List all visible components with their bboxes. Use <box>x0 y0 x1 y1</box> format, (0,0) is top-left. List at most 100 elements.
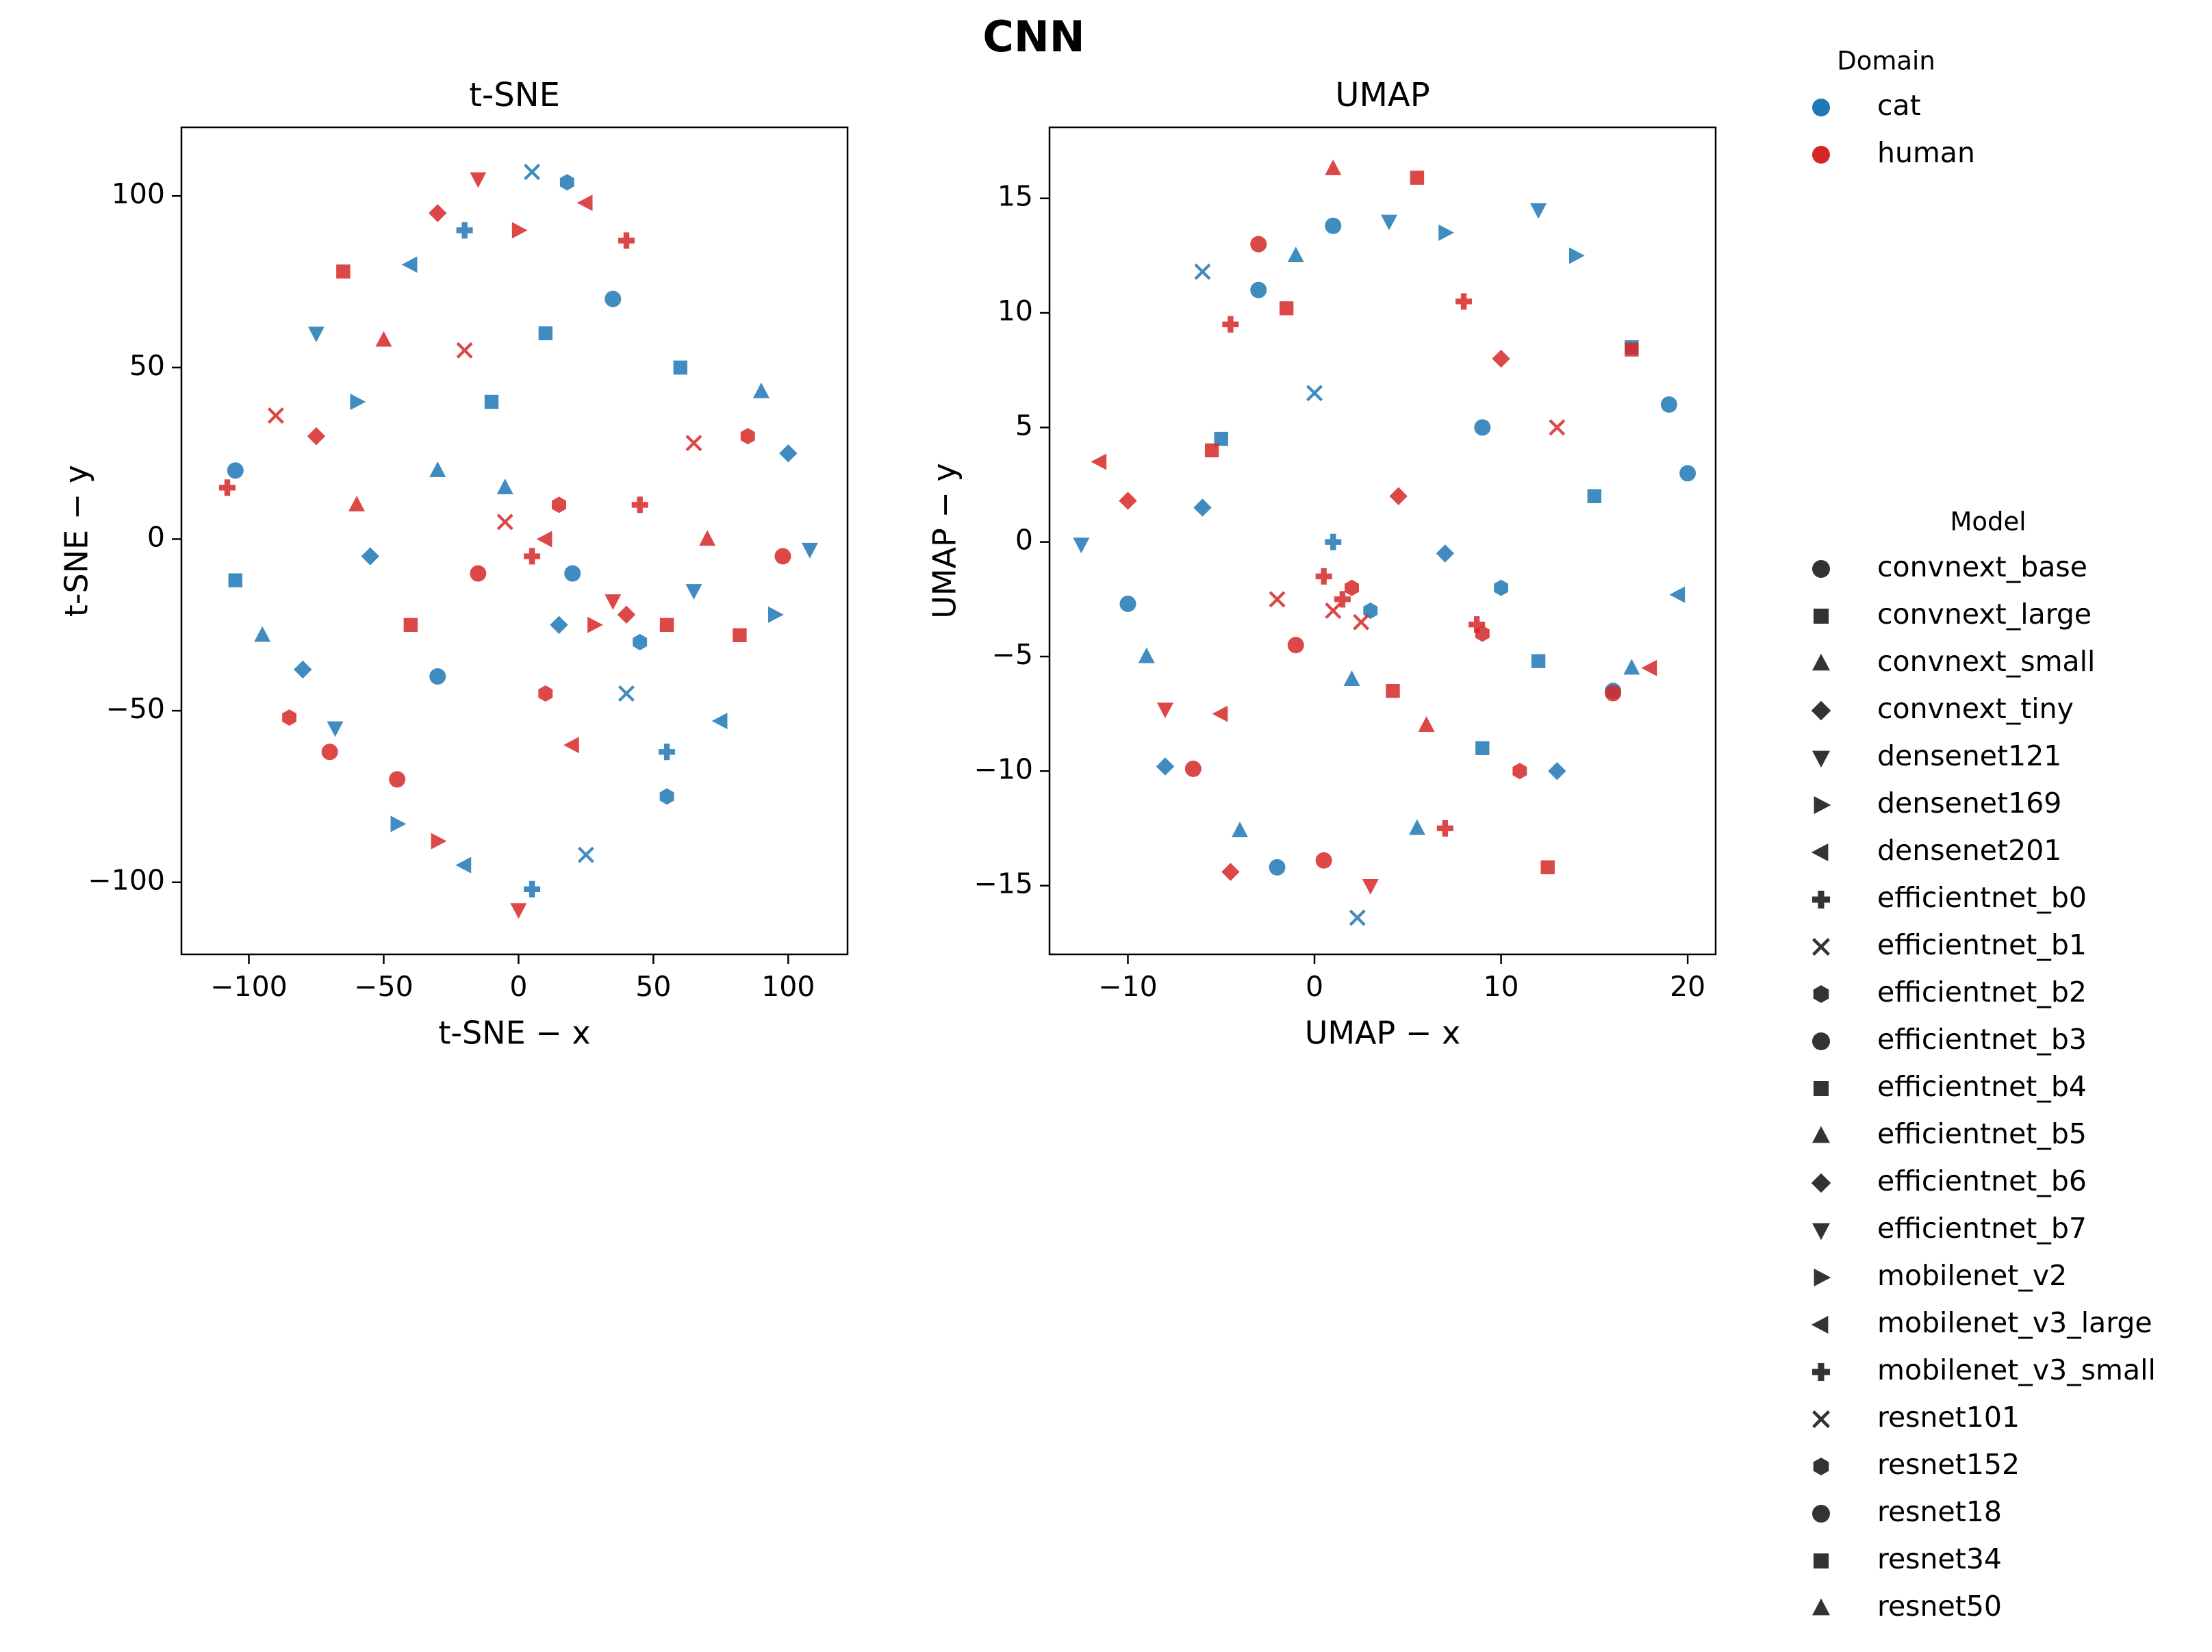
point <box>659 788 674 805</box>
point <box>336 264 351 279</box>
point <box>659 618 674 633</box>
point <box>227 462 244 479</box>
point <box>564 565 581 582</box>
point <box>1287 637 1304 654</box>
point <box>1269 591 1286 608</box>
point <box>348 496 366 511</box>
legend-label: mobilenet_v3_large <box>1877 1306 2152 1339</box>
y-tick-label: 100 <box>112 177 165 210</box>
point <box>456 342 473 359</box>
legend-marker <box>1812 750 1830 768</box>
x-tick-label: 20 <box>1670 970 1705 1003</box>
point <box>1073 537 1090 554</box>
point <box>1315 852 1332 869</box>
point <box>1475 741 1490 756</box>
point <box>1287 246 1304 262</box>
legend-label: efficientnet_b6 <box>1877 1165 2087 1197</box>
point <box>733 628 747 643</box>
suptitle: CNN <box>982 12 1084 62</box>
point <box>1669 586 1686 603</box>
point <box>1605 685 1622 702</box>
point <box>559 174 574 191</box>
point <box>1389 487 1408 505</box>
point <box>1531 654 1546 668</box>
point <box>779 444 798 463</box>
legend-marker <box>1812 99 1830 116</box>
legend-marker <box>1812 653 1830 671</box>
legend-marker <box>1813 1553 1829 1569</box>
legend-label: convnext_tiny <box>1877 692 2074 725</box>
legend-marker <box>1812 560 1830 578</box>
point <box>228 573 242 587</box>
point <box>1232 822 1248 837</box>
point <box>218 479 236 496</box>
point <box>429 461 446 477</box>
legend-marker <box>1812 938 1830 956</box>
point <box>577 846 594 863</box>
point <box>401 256 418 273</box>
point <box>1660 396 1677 413</box>
point <box>1625 342 1639 357</box>
point <box>1325 533 1342 550</box>
point <box>1222 316 1239 333</box>
y-tick-label: −15 <box>974 867 1033 900</box>
point <box>361 547 379 566</box>
point <box>1325 602 1342 620</box>
point <box>496 479 513 494</box>
point <box>552 496 566 513</box>
point <box>1119 596 1136 613</box>
point <box>1279 301 1294 316</box>
point <box>605 594 622 610</box>
point <box>1156 757 1175 776</box>
legend-marker <box>1814 796 1831 814</box>
legend-label: convnext_large <box>1877 598 2092 631</box>
y-tick-label: 0 <box>147 520 165 553</box>
legend-marker <box>1812 1223 1830 1241</box>
point <box>631 496 648 513</box>
point <box>801 542 818 559</box>
point <box>617 605 636 624</box>
point <box>282 709 297 726</box>
axes-frame <box>1048 126 1717 956</box>
point <box>685 435 702 452</box>
axes-title: t-SNE <box>469 76 560 114</box>
point <box>1156 702 1173 719</box>
legend-marker <box>1812 1032 1830 1050</box>
legend-label: resnet101 <box>1877 1401 2020 1434</box>
point <box>685 584 702 600</box>
legend-marker <box>1812 1505 1830 1523</box>
point <box>254 626 271 642</box>
point <box>1343 670 1360 687</box>
point <box>307 427 326 446</box>
legend-marker <box>1812 1598 1830 1616</box>
point <box>1549 419 1566 436</box>
plot-area <box>1073 160 1696 926</box>
point <box>1540 860 1555 875</box>
point <box>470 565 487 582</box>
point <box>1587 489 1602 503</box>
legend-marker <box>1813 1458 1829 1475</box>
point <box>538 685 553 702</box>
point <box>1512 763 1527 780</box>
point <box>711 713 728 730</box>
point <box>1194 263 1211 280</box>
x-tick-label: 10 <box>1483 970 1518 1003</box>
legend-marker <box>1813 985 1829 1003</box>
legend-label: convnext_base <box>1877 550 2087 583</box>
point <box>1530 203 1547 219</box>
point <box>563 737 579 754</box>
point <box>1325 217 1342 234</box>
point <box>429 668 446 685</box>
point <box>1641 659 1657 676</box>
point <box>1345 579 1359 596</box>
x-axis-label: UMAP − x <box>1305 1015 1461 1052</box>
point <box>605 290 622 307</box>
point <box>1269 859 1286 876</box>
point <box>1362 879 1379 895</box>
point <box>1212 705 1228 722</box>
point <box>524 164 541 181</box>
point <box>1494 579 1509 596</box>
point <box>1469 616 1486 633</box>
point <box>1353 613 1370 631</box>
point <box>536 531 552 548</box>
